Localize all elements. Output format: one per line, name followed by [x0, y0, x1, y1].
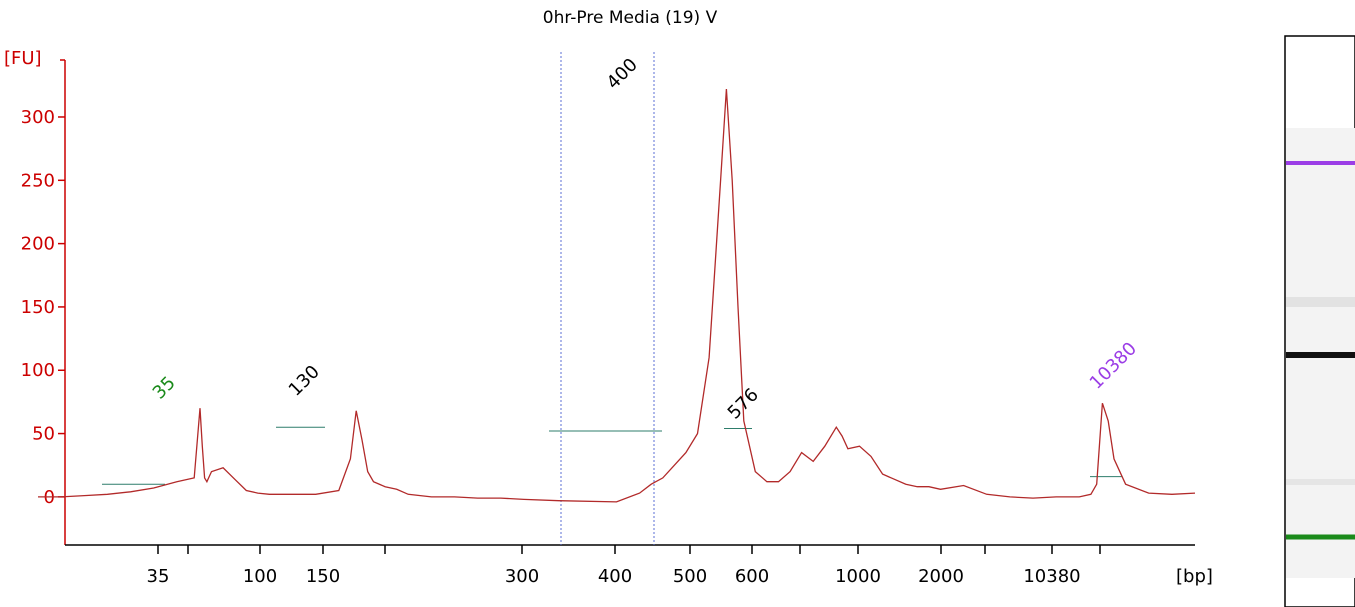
trace-group [38, 89, 1196, 503]
x-tick-label: 600 [735, 566, 769, 587]
gel-band-main [1286, 352, 1355, 358]
x-axis-unit-label: [bp] [1176, 566, 1213, 587]
gel-band-lower-marker [1286, 534, 1355, 540]
y-tick-label: 250 [21, 170, 55, 191]
peak-labels: 35 130 400 576 10380 [149, 54, 1141, 423]
peak-label: 400 [603, 54, 642, 93]
x-tick-label: 500 [673, 566, 707, 587]
y-tick-label: 100 [21, 360, 55, 381]
y-tick-label: 150 [21, 297, 55, 318]
x-tick-label: 35 [147, 566, 170, 587]
gel-band-faint [1286, 297, 1355, 307]
x-tick-label: 400 [598, 566, 632, 587]
peak-label: 35 [149, 372, 180, 403]
chart-title: 0hr-Pre Media (19) V [543, 8, 718, 28]
gel-band-upper-marker [1286, 161, 1355, 165]
x-tick-label: 1000 [835, 566, 881, 587]
x-tick-label: 100 [243, 566, 277, 587]
peak-label: 576 [724, 384, 763, 423]
electropherogram-trace [38, 89, 1196, 503]
x-tick-label: 300 [505, 566, 539, 587]
gel-band-faint-low [1286, 479, 1355, 485]
y-axis-unit-label: [FU] [4, 48, 42, 69]
y-tick-label: 300 [21, 107, 55, 128]
x-tick-label: 150 [306, 566, 340, 587]
x-tick-label: 10380 [1023, 566, 1080, 587]
peak-label: 130 [285, 361, 324, 400]
region-lines [560, 52, 655, 545]
gel-lane [1284, 35, 1355, 607]
y-tick-label: 50 [32, 424, 55, 445]
baselines [102, 426, 1122, 485]
x-tick-label: 2000 [918, 566, 964, 587]
y-tick-label: 200 [21, 234, 55, 255]
peak-label: 10380 [1086, 338, 1141, 393]
